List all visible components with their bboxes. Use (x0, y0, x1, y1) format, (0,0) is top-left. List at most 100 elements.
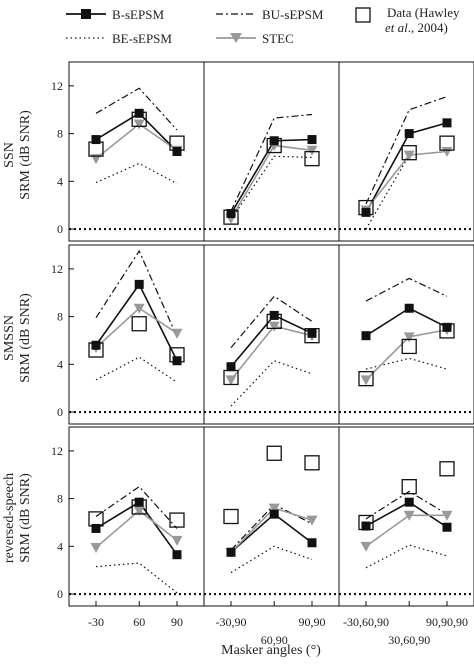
b-sepsm-marker (134, 108, 144, 118)
data-marker (439, 461, 455, 477)
y-tick-label: 4 (57, 357, 63, 371)
y-tick-label: 12 (51, 262, 63, 276)
stec-marker (268, 503, 280, 514)
panel-3 (338, 61, 474, 242)
series-line-b (230, 513, 313, 553)
stec-marker (306, 515, 318, 526)
series-line-bu (365, 96, 448, 205)
b-sepsm-marker (91, 340, 101, 350)
y-tick-label: 8 (57, 310, 63, 324)
y-tick-label: 0 (57, 405, 63, 419)
stec-marker (133, 119, 145, 130)
legend-b-marker (81, 9, 91, 19)
x-tick-label: 30,60,90 (388, 633, 430, 647)
y-tick-label: 12 (51, 444, 63, 458)
b-sepsm-marker (307, 135, 317, 145)
data-marker (401, 145, 417, 161)
legend-label-b: B-sEPSM (112, 7, 164, 22)
b-sepsm-marker (226, 547, 236, 557)
b-sepsm-marker (269, 310, 279, 320)
panel-2 (203, 61, 340, 242)
stec-marker (268, 321, 280, 332)
b-sepsm-marker (404, 497, 414, 507)
series-line-be (365, 544, 448, 569)
legend-stec-marker (230, 33, 242, 43)
stec-marker (360, 375, 372, 386)
row-label-ssn-bottom: SRM (dB SNR) (18, 110, 33, 200)
data-marker (304, 328, 320, 344)
b-sepsm-marker (361, 207, 371, 217)
b-sepsm-marker (404, 303, 414, 313)
stec-marker (403, 332, 415, 343)
data-marker (304, 151, 320, 167)
legend-label-data-line1: Data (Hawley (387, 5, 460, 20)
stec-marker (225, 375, 237, 386)
data-marker (358, 371, 374, 387)
b-sepsm-marker (226, 362, 236, 372)
b-sepsm-marker (134, 279, 144, 289)
series-line-bu (95, 249, 178, 338)
series-line-be (95, 356, 178, 383)
b-sepsm-marker (172, 356, 182, 366)
series-line-b (95, 282, 178, 362)
data-marker (88, 511, 104, 527)
b-sepsm-marker (442, 522, 452, 532)
x-tick-label: 60,90 (261, 633, 288, 647)
data-marker (266, 137, 282, 154)
legend-label-be: BE-sEPSM (112, 31, 172, 46)
data-marker (131, 499, 147, 515)
series-line-be (230, 360, 313, 407)
stec-marker (171, 328, 183, 339)
legend-label-data-line2: et al., 2004) (385, 20, 448, 35)
series-line-b (95, 112, 178, 153)
x-tick-label: 90 (171, 615, 183, 629)
panel-7: 0 4 8 12 -30 60 90 (51, 426, 205, 629)
data-marker (358, 514, 374, 531)
panel-frame (338, 426, 474, 607)
data-marker (439, 135, 455, 151)
b-sepsm-marker (134, 497, 144, 507)
row-label-smssn-bottom: SRM (dB SNR) (18, 293, 33, 383)
series-line-bu (95, 485, 178, 529)
panel-frame (338, 61, 474, 242)
stec-marker (306, 145, 318, 156)
stec-marker (403, 510, 415, 521)
b-sepsm-marker (269, 509, 279, 519)
panel-frame (338, 244, 474, 425)
data-marker (304, 455, 320, 471)
y-tick-label: 12 (51, 79, 63, 93)
legend-label-data-etal: et al (385, 20, 408, 35)
legend: B-sEPSM BU-sEPSM BE-sEPSM STEC Data (Haw… (66, 5, 460, 46)
stec-marker (90, 543, 102, 554)
data-marker (401, 338, 417, 355)
b-sepsm-marker (404, 129, 414, 139)
stec-marker (133, 303, 145, 314)
series-line-bu (365, 490, 448, 520)
b-sepsm-marker (442, 322, 452, 332)
legend-label-bu: BU-sEPSM (262, 7, 324, 22)
series-line-be (95, 162, 178, 185)
stec-marker (133, 506, 145, 517)
row-label-rs-bottom: SRM (dB SNR) (18, 473, 33, 563)
panel-1: 0 4 8 12 (51, 61, 205, 242)
panel-4: 0 4 8 12 (51, 244, 205, 425)
series-line-stec (230, 144, 313, 219)
data-marker (223, 369, 239, 386)
series-line-stec (95, 123, 178, 160)
row-labels: SSN SRM (dB SNR) SMSSN SRM (dB SNR) reve… (2, 110, 33, 563)
panel-8: -30,90 60,90 90,90 (203, 426, 340, 647)
x-axis-label: Masker angles (°) (221, 643, 321, 658)
row-label-rs-top: reversed-speech (2, 473, 17, 563)
data-marker (358, 199, 374, 216)
panel-6 (338, 244, 474, 425)
b-sepsm-marker (442, 118, 452, 128)
series-line-bu (365, 277, 448, 302)
x-tick-label: -30 (88, 615, 104, 629)
data-marker (266, 313, 282, 330)
series-line-stec (95, 509, 178, 549)
stec-marker (171, 535, 183, 546)
legend-label-stec: STEC (262, 31, 294, 46)
data-marker (439, 323, 455, 339)
data-marker (131, 111, 147, 127)
